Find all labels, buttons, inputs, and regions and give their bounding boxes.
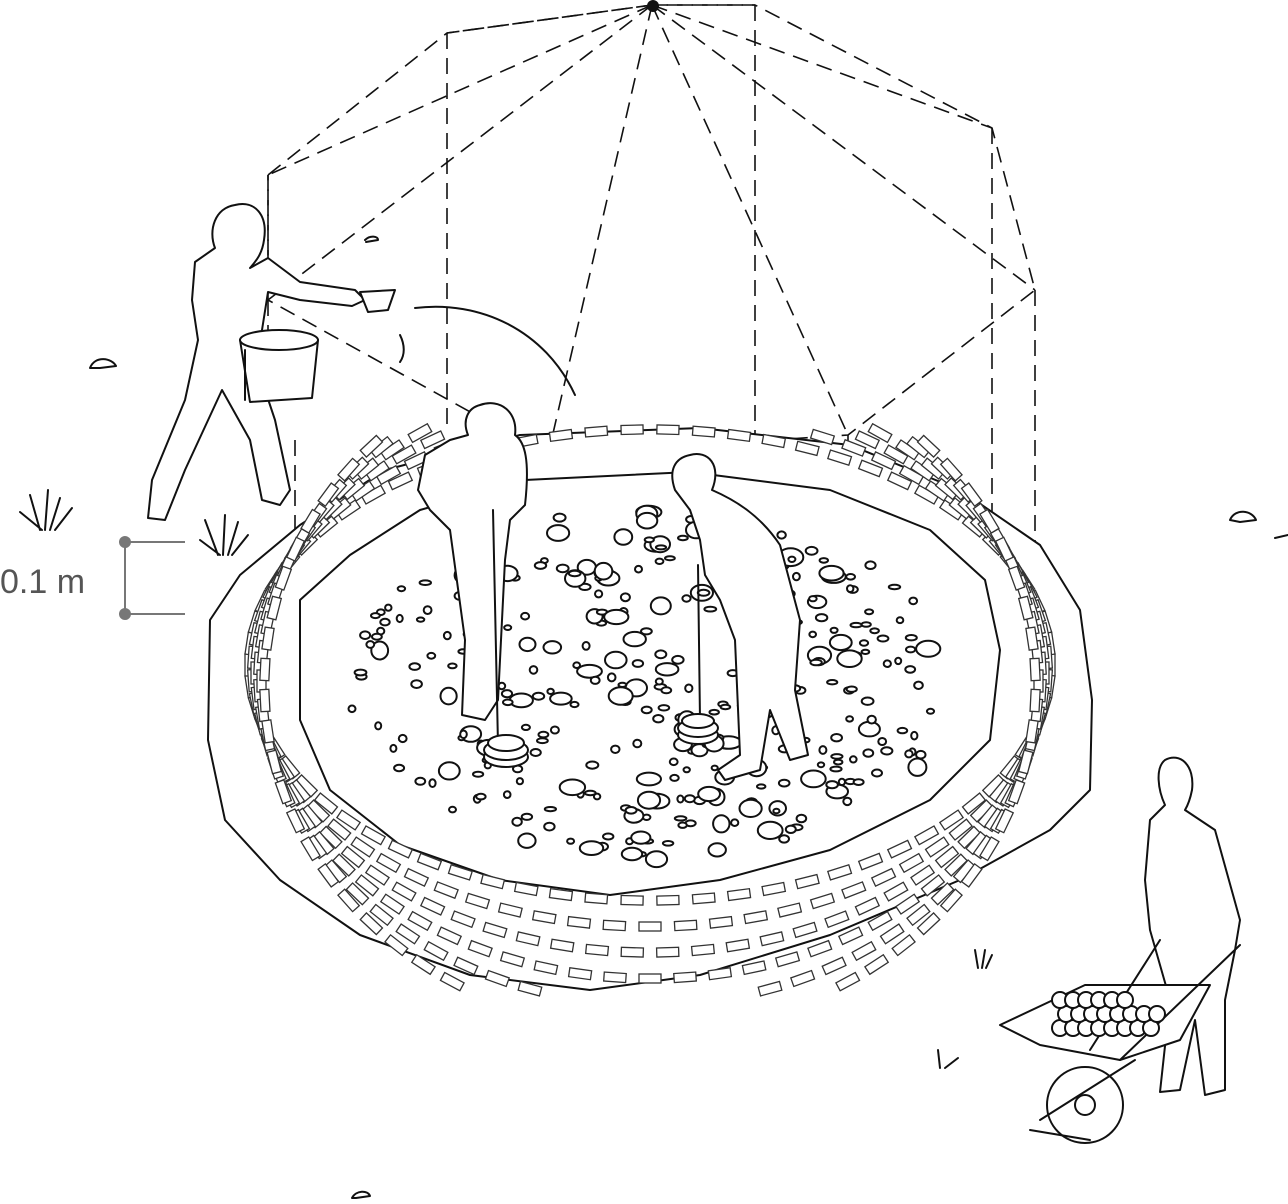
dashed-roof-frame [267,0,1036,900]
scale-label: 0.1 m [0,563,86,601]
grass-tufts [19,489,993,1069]
worker-tamping-right [671,453,809,781]
worker-pouring-water [147,203,576,521]
worker-with-wheelbarrow [999,756,1241,1144]
scale-dimension [119,536,185,620]
worker-tamping-left [417,402,529,768]
loose-pebbles [89,235,1288,1199]
